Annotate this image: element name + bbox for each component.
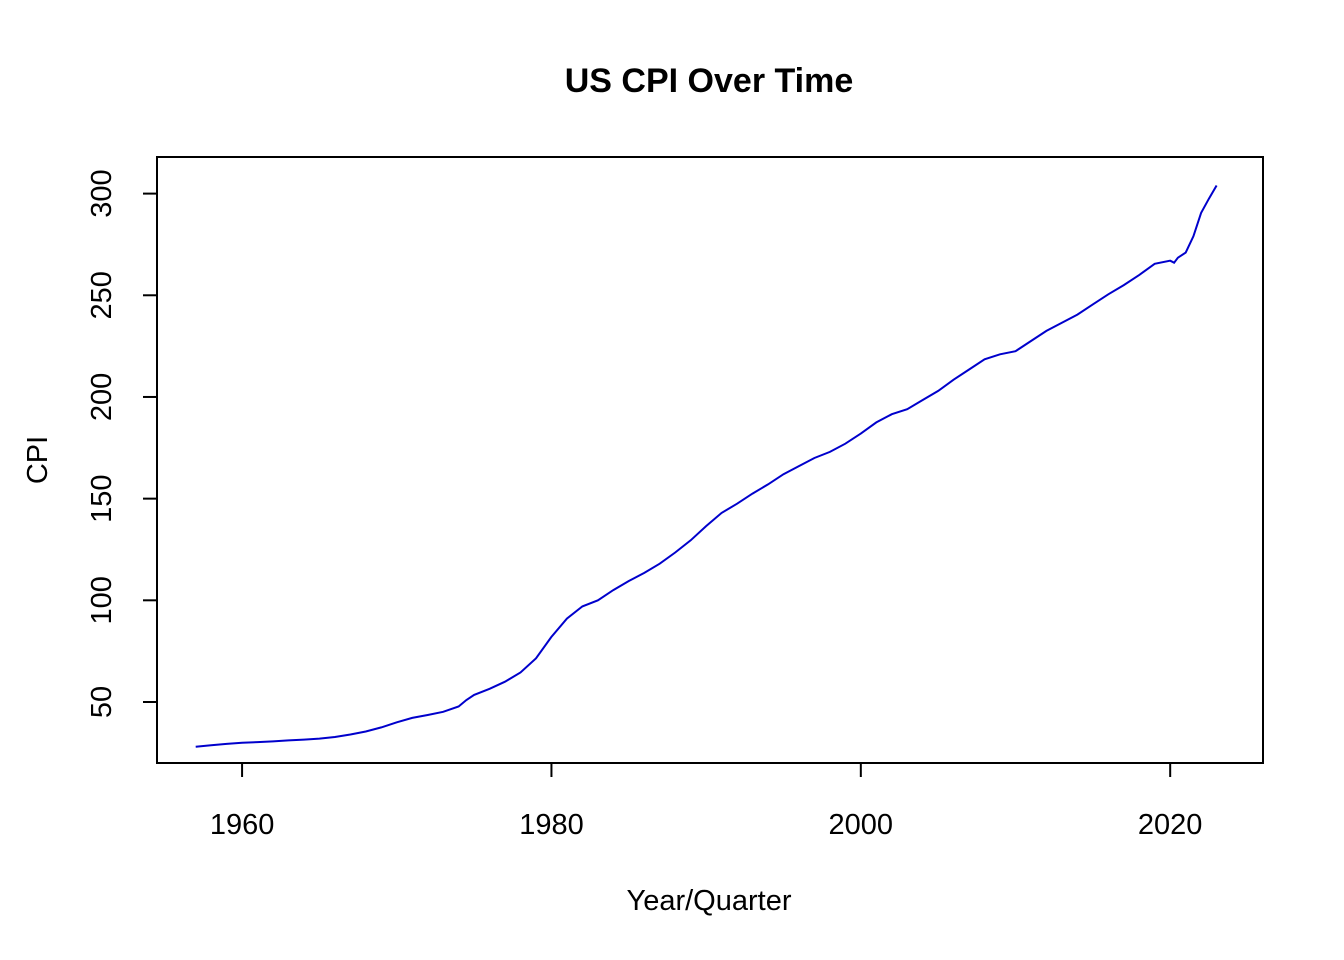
x-axis-label: Year/Quarter [627,885,792,917]
cpi-series-line [195,184,1218,748]
x-tick-label: 2020 [1138,809,1203,841]
y-tick-label: 300 [86,169,118,217]
chart-title: US CPI Over Time [565,62,854,100]
y-tick-label: 150 [86,474,118,522]
y-tick-label: 200 [86,373,118,421]
y-tick-label: 50 [86,686,118,718]
x-tick-label: 1980 [519,809,584,841]
y-axis-label: CPI [22,436,54,484]
x-axis: 1960 1980 2000 2020 [210,763,1203,841]
y-tick-label: 100 [86,576,118,624]
plot-frame [156,156,1264,764]
y-tick-label: 250 [86,271,118,319]
y-axis: 50 100 150 200 250 300 [86,169,157,718]
x-tick-label: 1960 [210,809,275,841]
x-tick-label: 2000 [829,809,894,841]
